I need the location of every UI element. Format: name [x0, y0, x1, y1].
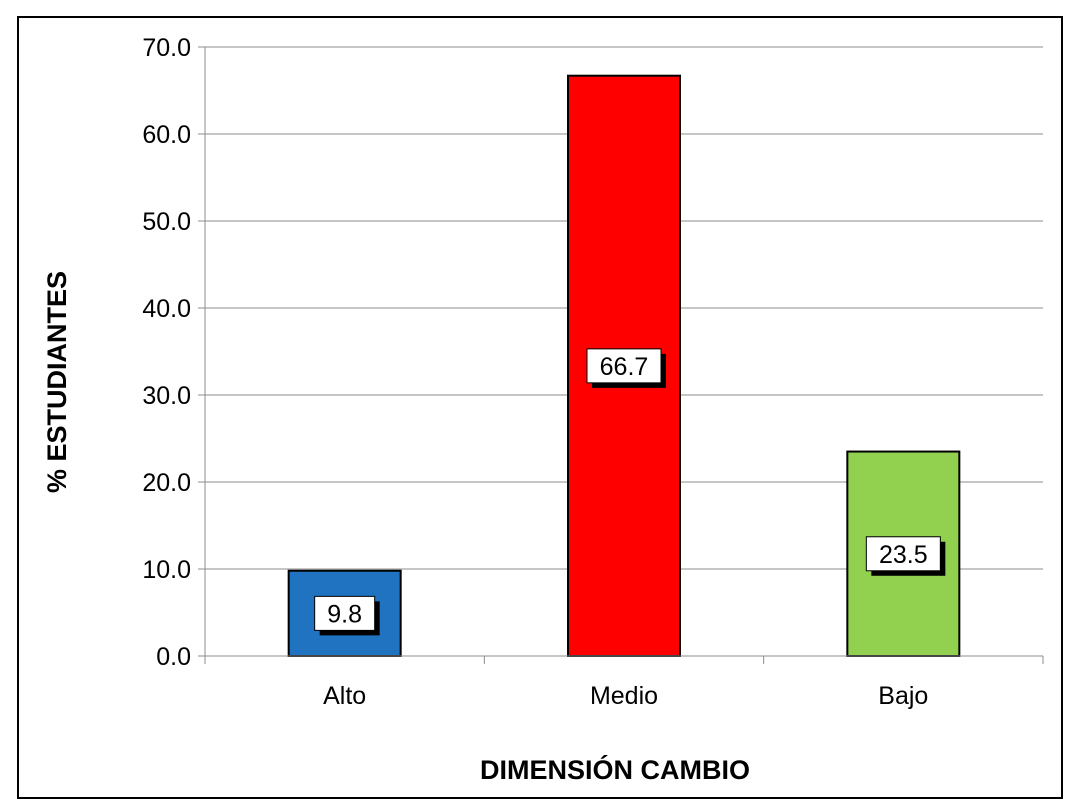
x-tick-label: Medio [590, 682, 658, 710]
data-label: 9.8 [327, 600, 362, 628]
y-axis-ticks: 0.0 10.0 20.0 30.0 40.0 50.0 60.0 70.0 [142, 34, 205, 671]
y-tick-label: 20.0 [142, 469, 191, 497]
data-label: 23.5 [879, 541, 928, 569]
data-label-box [314, 595, 376, 631]
x-axis-title: DIMENSIÓN CAMBIO [480, 754, 750, 785]
y-axis-title: % ESTUDIANTES [42, 271, 72, 493]
data-labels: 9.8 66.7 23.5 [314, 348, 946, 636]
chart-frame [17, 16, 1063, 799]
x-tick-label: Bajo [878, 682, 928, 710]
y-tick-label: 40.0 [142, 295, 191, 323]
data-label: 66.7 [600, 353, 649, 381]
y-tick-label: 70.0 [142, 34, 191, 62]
data-label-box [865, 536, 941, 572]
y-tick-label: 30.0 [142, 382, 191, 410]
y-tick-label: 10.0 [142, 556, 191, 584]
x-axis-ticks: Alto Medio Bajo [204, 656, 1044, 710]
y-tick-label: 50.0 [142, 208, 191, 236]
axes [204, 47, 1043, 657]
x-tick-label: Alto [323, 682, 366, 710]
data-label-box [586, 348, 662, 384]
y-tick-label: 60.0 [142, 121, 191, 149]
y-tick-label: 0.0 [156, 643, 191, 671]
